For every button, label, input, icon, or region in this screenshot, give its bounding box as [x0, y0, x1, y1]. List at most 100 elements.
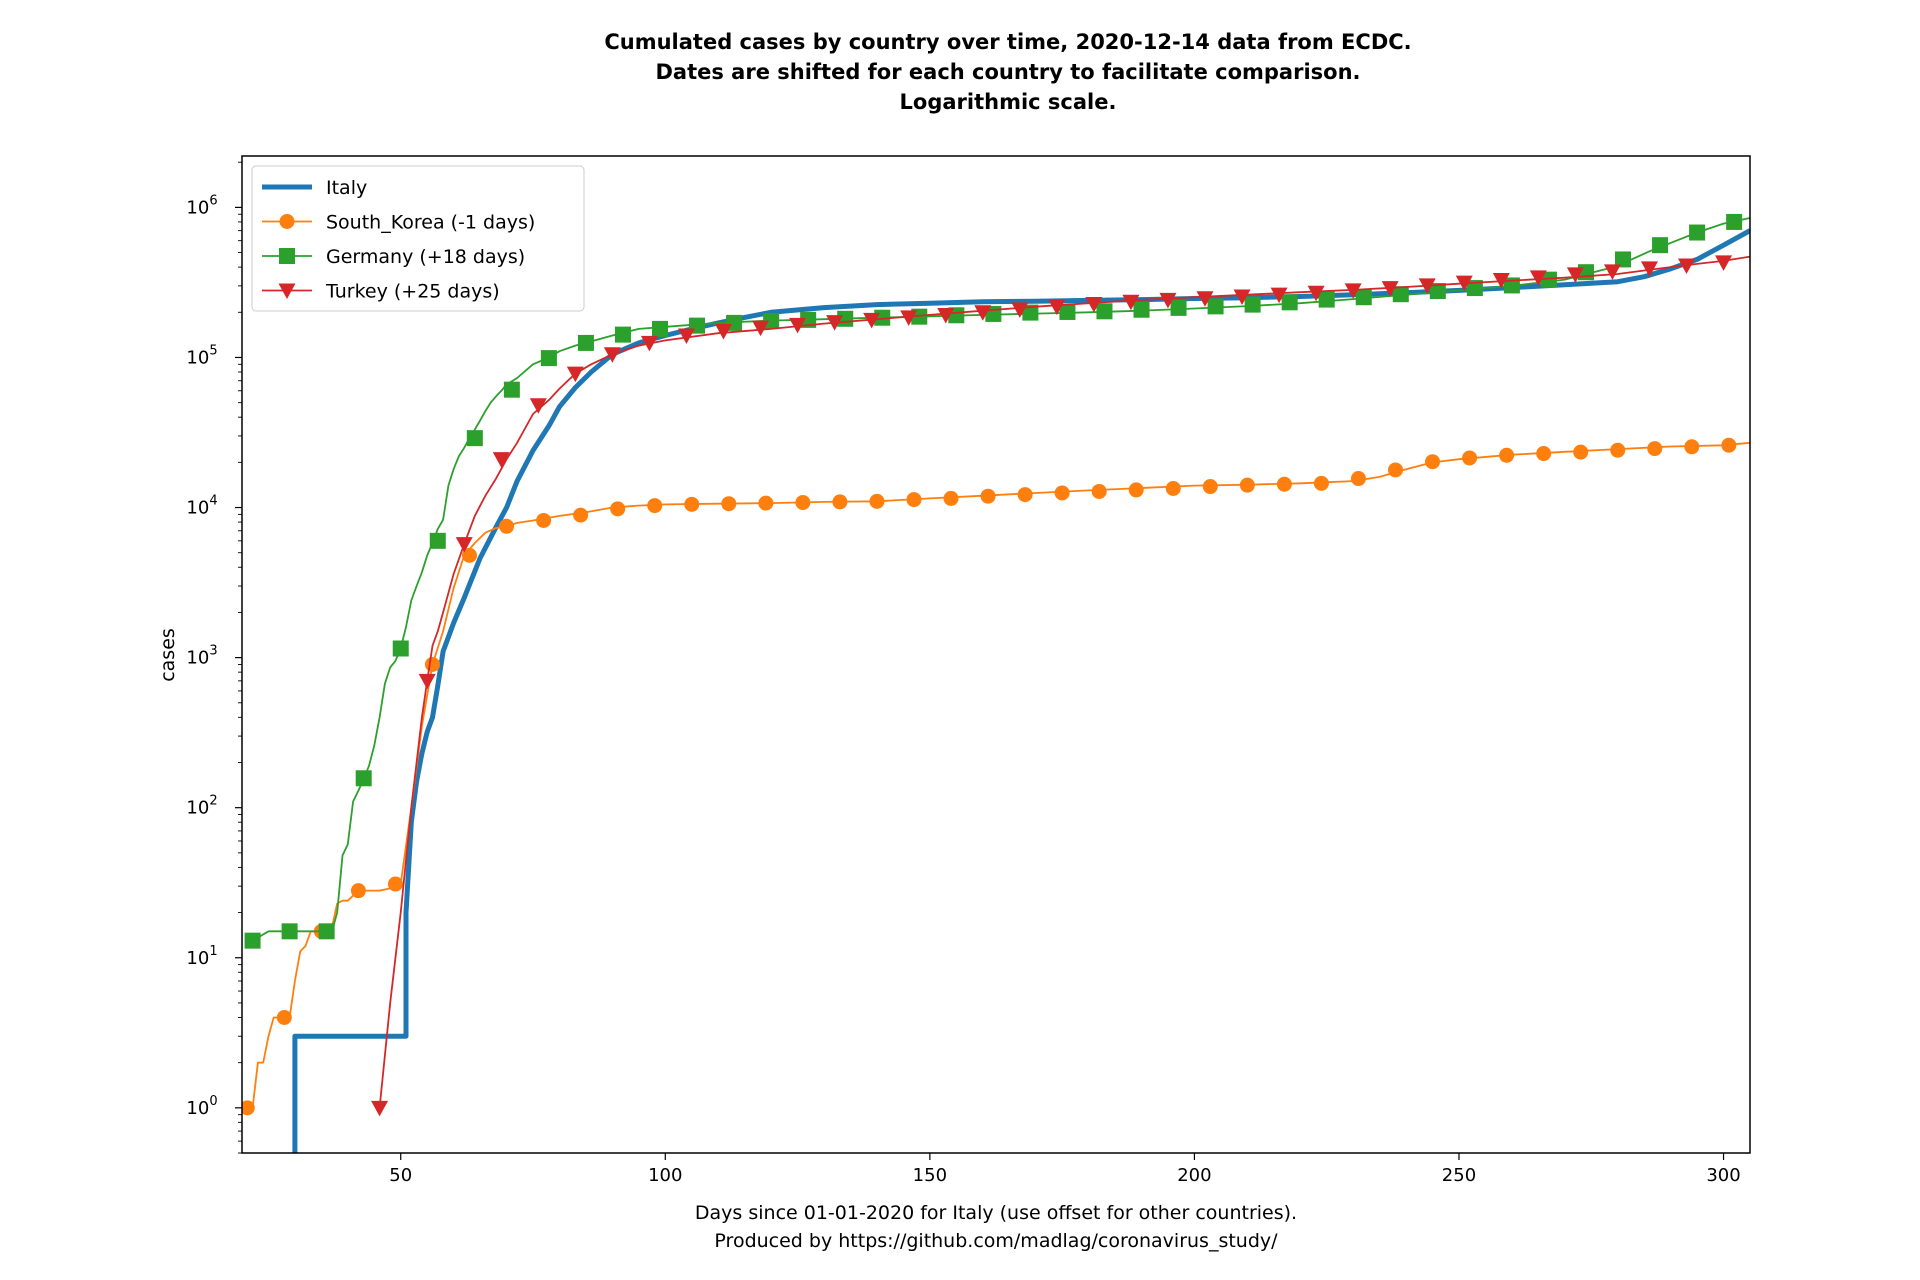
- y-tick-label: 101: [186, 944, 217, 969]
- y-tick-label: 104: [186, 494, 217, 519]
- data-point: [721, 496, 737, 512]
- data-point: [492, 452, 510, 468]
- legend-label: Germany (+18 days): [326, 246, 525, 268]
- data-point: [281, 923, 298, 940]
- data-point: [279, 214, 295, 229]
- data-point: [1048, 299, 1066, 316]
- data-point: [1603, 264, 1621, 280]
- data-point: [1462, 450, 1478, 466]
- data-point: [795, 495, 811, 511]
- data-point: [1355, 289, 1372, 306]
- chart-title: Cumulated cases by country over time, 20…: [604, 30, 1411, 114]
- data-point: [647, 498, 663, 514]
- data-point: [943, 490, 959, 506]
- data-point: [684, 496, 700, 512]
- y-tick-exponent: 6: [209, 193, 217, 208]
- data-point: [1344, 283, 1362, 299]
- data-point: [1425, 454, 1441, 470]
- data-point: [1455, 275, 1473, 292]
- y-tick-exponent: 1: [209, 944, 217, 959]
- series: [371, 255, 1750, 1117]
- y-tick-label: 103: [186, 644, 217, 669]
- data-point: [752, 320, 770, 337]
- data-point: [536, 512, 552, 528]
- data-point: [900, 310, 918, 326]
- data-point: [355, 770, 372, 787]
- legend: Italy South_Korea (-1 days) Germany (+18 d…: [251, 165, 585, 312]
- data-point: [1499, 447, 1515, 463]
- data-point: [1381, 281, 1399, 297]
- data-point: [1233, 289, 1251, 305]
- series-line: [292, 228, 1750, 1153]
- data-point: [937, 307, 955, 324]
- x-axis-label-line-2: Produced by https://github.com/madlag/co…: [714, 1230, 1278, 1252]
- data-point: [1276, 476, 1292, 492]
- chart-title-line-1: Cumulated cases by country over time, 20…: [604, 30, 1411, 54]
- data-point: [540, 350, 557, 367]
- data-point: [1170, 299, 1187, 316]
- data-point: [610, 501, 626, 517]
- data-point: [1492, 273, 1510, 289]
- data-point: [279, 248, 295, 264]
- data-point: [1647, 441, 1663, 457]
- data-point: [863, 312, 881, 329]
- data-point: [1726, 213, 1743, 230]
- legend-label: South_Korea (-1 days): [326, 212, 535, 234]
- y-tick-exponent: 4: [209, 494, 217, 509]
- data-point: [1207, 298, 1224, 315]
- data-point: [573, 507, 589, 523]
- data-point: [715, 324, 733, 340]
- y-tick-base: 10: [186, 197, 209, 218]
- data-point: [1011, 302, 1029, 318]
- legend-items: Italy South_Korea (-1 days) Germany (+18 d…: [262, 177, 535, 303]
- y-tick-label: 102: [186, 794, 217, 819]
- data-point: [603, 347, 621, 363]
- y-tick-exponent: 2: [209, 794, 217, 809]
- data-point: [1566, 267, 1584, 283]
- data-point: [455, 537, 473, 553]
- data-point: [350, 883, 366, 899]
- data-point: [1059, 303, 1076, 320]
- data-point: [826, 315, 844, 331]
- x-tick-label: 100: [648, 1165, 682, 1186]
- data-point: [832, 494, 848, 510]
- data-point: [1429, 283, 1446, 300]
- y-tick-base: 10: [186, 798, 209, 819]
- data-point: [1573, 444, 1589, 460]
- chart-title-line-3: Logarithmic scale.: [900, 90, 1117, 114]
- legend-label: Turkey (+25 days): [325, 281, 500, 303]
- data-point: [462, 547, 478, 563]
- x-tick-label: 150: [913, 1165, 947, 1186]
- data-point: [1721, 437, 1737, 453]
- data-point: [1091, 483, 1107, 499]
- x-axis-ticks: 50 100 150 200 250 300: [389, 1153, 1741, 1186]
- data-point: [566, 366, 584, 383]
- data-point: [1017, 487, 1033, 503]
- y-tick-exponent: 3: [209, 644, 217, 659]
- legend-label: Italy: [326, 177, 367, 199]
- series-layer: [242, 213, 1750, 1153]
- data-point: [1684, 439, 1700, 455]
- chart-title-line-2: Dates are shifted for each country to fa…: [655, 60, 1360, 84]
- data-point: [614, 326, 631, 343]
- data-point: [1318, 291, 1335, 308]
- data-point: [503, 381, 520, 398]
- legend-item: Italy: [262, 177, 367, 199]
- data-point: [763, 312, 780, 329]
- data-point: [577, 334, 594, 351]
- y-tick-base: 10: [186, 648, 209, 669]
- legend-item: Turkey (+25 days): [262, 281, 500, 303]
- data-point: [318, 923, 335, 940]
- series-line: [252, 217, 1750, 942]
- data-point: [429, 532, 446, 549]
- x-tick-label: 50: [389, 1165, 412, 1186]
- data-point: [800, 311, 817, 328]
- legend-box: [251, 165, 585, 312]
- series: [292, 228, 1750, 1153]
- data-point: [1281, 294, 1298, 311]
- data-point: [869, 493, 885, 509]
- data-point: [1196, 291, 1214, 307]
- x-tick-label: 200: [1177, 1165, 1211, 1186]
